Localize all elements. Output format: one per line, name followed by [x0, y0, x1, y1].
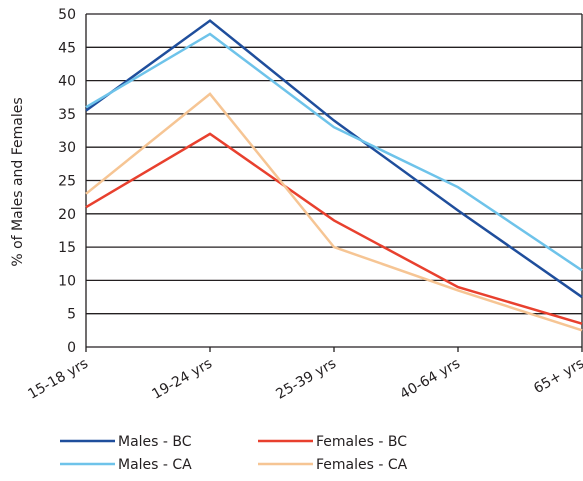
y-tick-label: 40 [58, 74, 76, 90]
x-tick-label: 25-39 yrs [273, 356, 339, 403]
x-tick-label: 65+ yrs [531, 356, 583, 398]
gridlines [85, 13, 583, 348]
legend-label: Females - BC [316, 434, 407, 450]
x-tick-label: 15-18 yrs [25, 356, 91, 403]
y-tick-label: 50 [58, 7, 76, 23]
y-tick-label: 30 [58, 140, 76, 156]
y-axis-label: % of Males and Females [10, 97, 26, 266]
y-tick-label: 45 [58, 40, 76, 56]
series-lines [85, 19, 583, 332]
legend: Males - BC Males - CA Females - BC Females … [60, 434, 408, 473]
y-axis-ticks: 0 5 10 15 20 25 30 35 40 45 50 [58, 7, 76, 356]
y-tick-label: 25 [58, 174, 76, 190]
series-line-females-bc [85, 132, 583, 325]
series-line-males-ca [85, 32, 583, 272]
y-tick-label: 35 [58, 107, 76, 123]
x-tick-label: 19-24 yrs [149, 356, 215, 403]
series-line-males-bc [85, 19, 583, 299]
legend-label: Males - BC [118, 434, 192, 450]
legend-label: Males - CA [118, 457, 192, 473]
x-tick-label: 40-64 yrs [397, 356, 463, 403]
y-tick-label: 15 [58, 240, 76, 256]
y-tick-label: 5 [67, 307, 76, 323]
legend-label: Females - CA [316, 457, 408, 473]
y-tick-label: 0 [67, 340, 76, 356]
y-tick-label: 10 [58, 273, 76, 289]
series-line-females-ca [85, 92, 583, 332]
x-axis-ticks: 15-18 yrs 19-24 yrs 25-39 yrs 40-64 yrs 65+ … [25, 347, 583, 403]
y-tick-label: 20 [58, 207, 76, 223]
